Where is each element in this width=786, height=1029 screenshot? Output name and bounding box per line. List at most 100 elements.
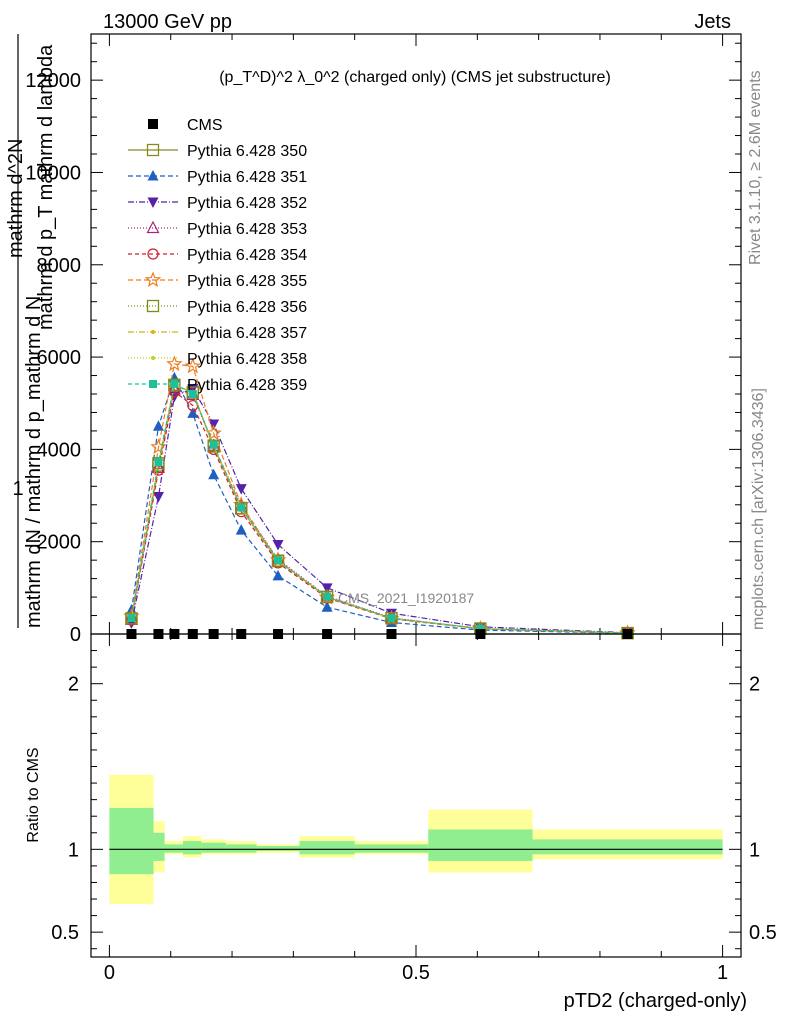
series-point-355 — [150, 438, 167, 455]
series-line-359 — [130, 382, 628, 634]
ratio-y-tick-label-right: 2 — [749, 674, 760, 696]
series-point-351 — [208, 468, 220, 480]
mcplots-label: mcplots.cern.ch [arXiv:1306.3436] — [750, 388, 767, 630]
legend-cms-marker — [148, 119, 158, 129]
legend-label-351: Pythia 6.428 351 — [187, 169, 307, 186]
series-point-356 — [385, 612, 398, 625]
y-tick-label: 8000 — [37, 255, 82, 277]
x-tick-label: 0 — [104, 962, 115, 984]
y-tick-label: 2000 — [37, 532, 82, 554]
series-point-356 — [271, 554, 285, 567]
y-tick-label: 4000 — [37, 439, 82, 461]
ratio-inner-band — [182, 841, 202, 855]
legend-label-350: Pythia 6.428 350 — [187, 143, 307, 160]
ratio-inner-band — [153, 832, 165, 861]
series-point-352 — [235, 484, 247, 495]
rivet-label: Rivet 3.1.10, ≥ 2.6M events — [747, 70, 764, 265]
ratio-y-tick-label-left: 1 — [68, 839, 79, 861]
series-point-352 — [321, 583, 333, 594]
legend-marker-350 — [146, 143, 160, 157]
series-point-351 — [152, 420, 164, 431]
series-point-359 — [323, 592, 332, 601]
series-point-356 — [168, 378, 181, 391]
legend-label-354: Pythia 6.428 354 — [187, 247, 307, 264]
series-point-356 — [186, 386, 199, 399]
series-point-351 — [321, 601, 333, 612]
legend-marker-351 — [147, 170, 159, 181]
ratio-y-tick-label-right: 0.5 — [749, 922, 777, 944]
header-right: Jets — [694, 11, 731, 33]
legend-marker-355 — [144, 271, 162, 288]
ratio-inner-band — [532, 839, 723, 855]
series-point-355 — [205, 424, 222, 441]
x-tick-label: 0.5 — [402, 962, 430, 984]
series-point-351 — [272, 569, 284, 581]
series-point-359 — [127, 614, 136, 623]
ratio-inner-band — [201, 842, 226, 853]
series-point-359 — [274, 556, 283, 565]
legend-label-352: Pythia 6.428 352 — [187, 195, 307, 212]
series-line-355 — [130, 363, 628, 634]
ratio-plot-frame — [90, 633, 742, 958]
analysis-label: CMS_2021_I1920187 — [338, 590, 474, 606]
series-point-353 — [167, 382, 181, 395]
series-point-359 — [154, 458, 163, 467]
series-line-353 — [130, 388, 628, 634]
ratio-inner-band — [354, 844, 429, 853]
header-left: 13000 GeV pp — [103, 11, 232, 33]
ratio-inner-band — [225, 844, 257, 853]
series-point-355 — [166, 355, 183, 372]
series-point-356 — [125, 612, 138, 625]
series-point-359 — [237, 503, 246, 512]
series-point-356 — [207, 439, 220, 452]
y-label-line2: mathrm d^2N — [5, 139, 27, 258]
y-tick-label: 10000 — [25, 162, 81, 184]
x-tick-label: 1 — [717, 962, 728, 984]
ratio-y-tick-label-right: 1 — [749, 839, 760, 861]
legend-marker-353 — [146, 220, 160, 234]
legend-label-357: Pythia 6.428 357 — [187, 325, 307, 342]
series-point-355 — [184, 357, 202, 374]
ratio-inner-band — [428, 829, 533, 861]
series-point-351 — [187, 407, 199, 418]
ratio-y-tick-label-left: 0.5 — [51, 922, 79, 944]
legend-marker-352 — [147, 197, 159, 208]
ratio-inner-band — [164, 844, 183, 853]
legend-label-358: Pythia 6.428 358 — [187, 351, 307, 368]
series-point-356 — [235, 501, 248, 515]
y-label-line1: mathrm dN / mathrm d p_mathrm d N — [23, 296, 45, 628]
legend-marker-356 — [146, 299, 160, 313]
ratio-inner-band — [256, 846, 300, 851]
y-tick-label: 12000 — [25, 70, 81, 92]
legend-marker-358 — [151, 356, 155, 360]
legend-marker-354 — [147, 248, 159, 260]
series-point-359 — [387, 614, 396, 623]
legend-label-359: Pythia 6.428 359 — [187, 377, 307, 394]
series-point-356 — [320, 590, 334, 603]
y-tick-label: 6000 — [37, 347, 82, 369]
series-point-352 — [152, 491, 164, 503]
x-axis-label: pTD2 (charged-only) — [564, 990, 747, 1012]
legend-cms-label: CMS — [187, 117, 223, 134]
legend-marker-359 — [149, 380, 157, 388]
series-point-351 — [235, 524, 247, 535]
ratio-inner-band — [109, 807, 154, 875]
series-point-356 — [152, 457, 165, 470]
y-tick-label: 0 — [70, 624, 81, 646]
ratio-y-label: Ratio to CMS — [25, 747, 42, 842]
legend-label-356: Pythia 6.428 356 — [187, 299, 307, 316]
legend-marker-357 — [151, 330, 155, 334]
y-label-line3: mathrm d p_T mathrm d lambda — [35, 44, 57, 330]
main-title: (p_T^D)^2 λ_0^2 (charged only) (CMS jet … — [219, 69, 611, 86]
series-point-359 — [188, 390, 197, 398]
series-point-359 — [209, 440, 218, 449]
series-point-354 — [187, 399, 199, 412]
series-line-354 — [130, 390, 628, 634]
ratio-y-tick-label-left: 2 — [68, 674, 79, 696]
series-point-352 — [272, 539, 284, 551]
legend-label-355: Pythia 6.428 355 — [187, 273, 307, 290]
legend-label-353: Pythia 6.428 353 — [187, 221, 307, 238]
ratio-inner-band — [299, 841, 355, 855]
